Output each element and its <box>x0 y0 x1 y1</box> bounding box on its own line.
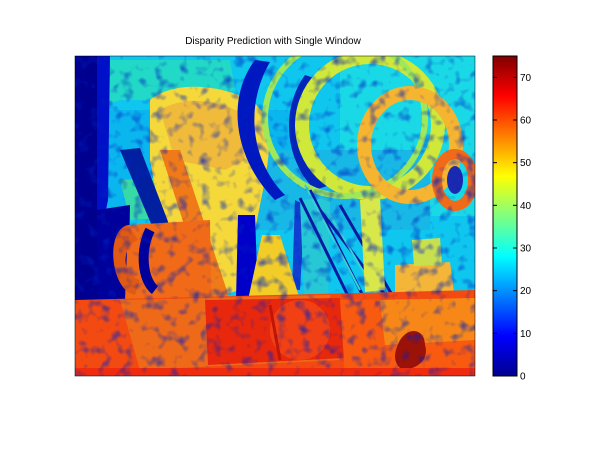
colorbar-tick-label: 10 <box>520 329 532 340</box>
colorbar: 0 10 20 30 40 50 60 70 <box>492 55 532 383</box>
colorbar-tick-label: 0 <box>520 372 526 383</box>
image-axes-frame <box>74 55 476 377</box>
colorbar-tick-label: 70 <box>520 73 532 84</box>
colorbar-tick-label: 20 <box>520 286 532 297</box>
disparity-map-image <box>75 56 475 376</box>
colorbar-gradient <box>493 56 517 376</box>
colorbar-tick-label: 30 <box>520 244 532 255</box>
colorbar-tick-label: 40 <box>520 201 532 212</box>
chart-title: Disparity Prediction with Single Window <box>185 36 361 47</box>
colorbar-tick-label: 50 <box>520 158 532 169</box>
colorbar-tick-label: 60 <box>520 116 532 127</box>
